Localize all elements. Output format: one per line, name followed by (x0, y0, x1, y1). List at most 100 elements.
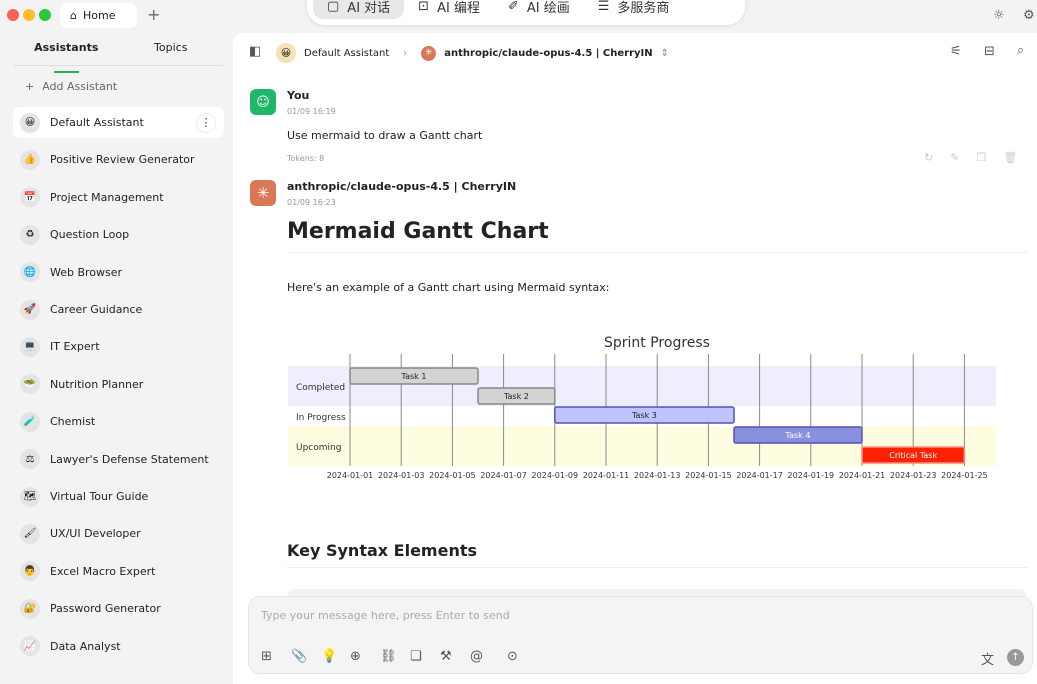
top-tab-0[interactable]: ▢ AI 对话 (313, 0, 405, 19)
theme-toggle-icon[interactable]: ☼ (993, 8, 1005, 23)
top-tab-1[interactable]: ⊡ AI 编程 (418, 0, 480, 16)
assistant-emoji-icon: ⚖ (20, 449, 40, 470)
sidebar-item[interactable]: 🖌 UX/UI Developer (13, 518, 224, 549)
expand-more-icon[interactable]: ⊙ (507, 649, 518, 664)
sidebar-item[interactable]: 💻 IT Expert (13, 331, 224, 362)
task-bar (733, 426, 863, 444)
close-window-button[interactable] (7, 9, 19, 21)
brush-icon: ✐ (507, 0, 519, 14)
assistant-name: anthropic/claude-opus-4.5 | CherryIN (287, 180, 517, 193)
top-tab-2[interactable]: ✐ AI 绘画 (507, 0, 570, 16)
minimize-window-button[interactable] (23, 9, 35, 21)
user-name: You (287, 89, 310, 102)
toggle-sidebar-icon[interactable]: ◧ (249, 44, 262, 59)
send-button[interactable]: ↑ (1007, 649, 1024, 666)
sidebar-item[interactable]: 🚀 Career Guidance (13, 294, 224, 325)
assistant-emoji-icon: 🔐 (20, 598, 40, 619)
sidebar-item[interactable]: 😀 Default Assistant ⋮ (13, 107, 224, 138)
tools-icon[interactable]: ⚒ (440, 649, 452, 664)
regenerate-icon[interactable]: ↻ (924, 151, 934, 164)
sidebar-item[interactable]: 🧪 Chemist (13, 406, 224, 437)
assistant-emoji-icon: 👍 (20, 149, 40, 170)
assistant-emoji-icon: ♻ (20, 224, 40, 245)
assistant-emoji-icon: 💻 (20, 336, 40, 357)
sliders-icon[interactable]: ⚟ (950, 44, 962, 59)
task-label: Critical Task (889, 451, 937, 460)
assistant-emoji-icon: 🧪 (20, 411, 40, 432)
assistant-emoji-icon: 🖌 (20, 523, 40, 544)
tick-label: 2024-01-01 (327, 471, 374, 480)
sidebar-item[interactable]: 📅 Project Management (13, 182, 224, 213)
assistant-avatar-claude: ✳ (250, 180, 276, 206)
sidebar-item[interactable]: 🗺 Virtual Tour Guide (13, 481, 224, 512)
token-count: Tokens: 8 (287, 154, 325, 163)
sidebar-item[interactable]: 📈 Data Analyst (13, 631, 224, 662)
breadcrumb-assistant[interactable]: Default Assistant (304, 47, 390, 59)
response-heading: Mermaid Gantt Chart (287, 219, 1028, 253)
chevron-right-icon: › (403, 47, 408, 59)
server-icon: ☰ (597, 0, 610, 14)
user-timestamp: 01/09 16:19 (287, 107, 336, 116)
chat-panel (233, 33, 1037, 684)
task-bar (861, 446, 966, 464)
delete-icon[interactable]: 🗑 (1003, 151, 1018, 164)
model-selector[interactable]: anthropic/claude-opus-4.5 | CherryIN (444, 47, 653, 59)
link-icon[interactable]: ⛓ (380, 649, 397, 664)
assistant-emoji-icon: 📈 (20, 636, 40, 657)
add-assistant-button[interactable]: + Add Assistant (25, 80, 118, 93)
translate-icon[interactable]: 文 (981, 653, 995, 668)
thinking-icon[interactable]: 💡 (321, 649, 338, 664)
robot-icon: ⊡ (418, 0, 430, 14)
maximize-window-button[interactable] (39, 9, 51, 21)
gantt-chart: Completed In Progress Upcoming 2024-01-01 20… (288, 335, 996, 480)
section-label: In Progress (296, 413, 346, 423)
settings-icon[interactable]: ⚙ (1023, 8, 1035, 23)
sidebar-item[interactable]: 🌐 Web Browser (13, 257, 224, 288)
home-icon: ⌂ (70, 9, 77, 22)
breadcrumb: 😀 Default Assistant › ✳ anthropic/claude… (276, 43, 669, 63)
sidebar-item[interactable]: 🥗 Nutrition Planner (13, 369, 224, 400)
updown-chevron-icon[interactable]: ⇕ (660, 47, 670, 59)
top-tab-3[interactable]: ☰ 多服务商 (597, 0, 670, 16)
sidebar-tabs: Assistants Topics (14, 38, 223, 73)
tick-label: 2024-01-15 (685, 471, 732, 480)
edit-icon[interactable]: ✎ (950, 151, 960, 164)
tab-topics[interactable]: Topics (154, 41, 188, 54)
message-input-box: Type your message here, press Enter to s… (248, 596, 1033, 674)
table-header (288, 589, 1026, 599)
task-label: Task 1 (401, 372, 427, 381)
sidebar-item[interactable]: ♻ Question Loop (13, 219, 224, 250)
web-search-icon[interactable]: ⊕ (350, 649, 361, 664)
new-tab-button[interactable]: + (147, 5, 161, 24)
chart-title: Sprint Progress (604, 335, 710, 351)
tick-label: 2024-01-05 (429, 471, 476, 480)
sidebar-item[interactable]: 👍 Positive Review Generator (13, 144, 224, 175)
tab-assistants[interactable]: Assistants (14, 38, 119, 73)
message-actions: ↻ ✎ ❐ 🗑 (924, 151, 1017, 164)
assistant-emoji-icon: 🌐 (20, 262, 40, 283)
attachment-icon[interactable]: 📎 (291, 649, 308, 664)
mention-icon[interactable]: @ (470, 649, 483, 664)
knowledge-icon[interactable]: ❏ (410, 649, 422, 664)
task-label: Task 3 (631, 411, 657, 420)
more-options-icon[interactable]: ⋮ (196, 112, 216, 133)
top-tabs: ▢ AI 对话 ⊡ AI 编程 ✐ AI 绘画 ☰ 多服务商 (307, 0, 745, 25)
tick-label: 2024-01-19 (788, 471, 835, 480)
sidebar-item[interactable]: 👨 Excel Macro Expert (13, 556, 224, 587)
sidebar-item[interactable]: 🔐 Password Generator (13, 593, 224, 624)
new-topic-icon[interactable]: ⊞ (261, 649, 272, 664)
tick-label: 2024-01-25 (941, 471, 988, 480)
expand-icon[interactable]: ⊟ (984, 44, 995, 59)
home-tab[interactable]: ⌂ Home (60, 3, 137, 28)
section-label: Completed (296, 383, 345, 393)
search-icon[interactable]: ⌕ (1017, 43, 1025, 58)
assistant-emoji-icon: 📅 (20, 187, 40, 208)
user-message: Use mermaid to draw a Gantt chart (287, 129, 483, 142)
tick-label: 2024-01-23 (890, 471, 937, 480)
sidebar-item[interactable]: ⚖ Lawyer's Defense Statement (13, 444, 224, 475)
section-heading: Key Syntax Elements (287, 541, 1028, 568)
copy-icon[interactable]: ❐ (976, 151, 987, 164)
assistant-emoji-icon: 🗺 (20, 486, 40, 507)
tick-label: 2024-01-09 (532, 471, 579, 480)
message-input[interactable]: Type your message here, press Enter to s… (261, 609, 510, 622)
